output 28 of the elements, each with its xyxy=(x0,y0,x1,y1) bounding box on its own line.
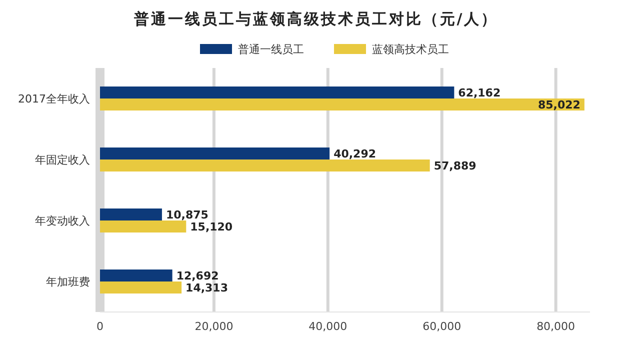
x-tick-label: 40,000 xyxy=(308,320,348,333)
bar xyxy=(100,208,162,220)
data-label: 85,022 xyxy=(538,98,580,112)
bar xyxy=(100,220,186,232)
data-label: 12,692 xyxy=(176,270,219,282)
x-tick-label: 80,000 xyxy=(536,320,576,333)
bar xyxy=(100,86,454,98)
y-tick-label: 年固定收入 xyxy=(35,154,90,166)
data-label: 62,162 xyxy=(458,86,501,100)
y-tick-label: 年变动收入 xyxy=(35,214,90,228)
legend-label: 普通一线员工 xyxy=(238,43,304,56)
bar xyxy=(100,98,584,110)
y-tick-label: 2017全年收入 xyxy=(18,92,90,106)
bar xyxy=(100,160,430,172)
chart-title: 普通一线员工与蓝领高级技术员工对比（元/人） xyxy=(132,10,498,28)
bar xyxy=(100,148,330,160)
x-tick-label: 20,000 xyxy=(194,320,234,333)
data-label: 15,120 xyxy=(190,220,233,234)
legend-label: 蓝领高技术员工 xyxy=(372,43,449,56)
bar xyxy=(100,282,182,294)
x-tick-label: 60,000 xyxy=(422,320,462,333)
bar xyxy=(100,270,172,282)
x-tick-label: 0 xyxy=(96,320,104,333)
y-tick-label: 年加班费 xyxy=(46,276,90,288)
data-label: 57,889 xyxy=(434,160,476,172)
data-label: 10,875 xyxy=(166,208,208,222)
data-label: 40,292 xyxy=(334,148,376,160)
data-label: 14,313 xyxy=(186,282,228,294)
